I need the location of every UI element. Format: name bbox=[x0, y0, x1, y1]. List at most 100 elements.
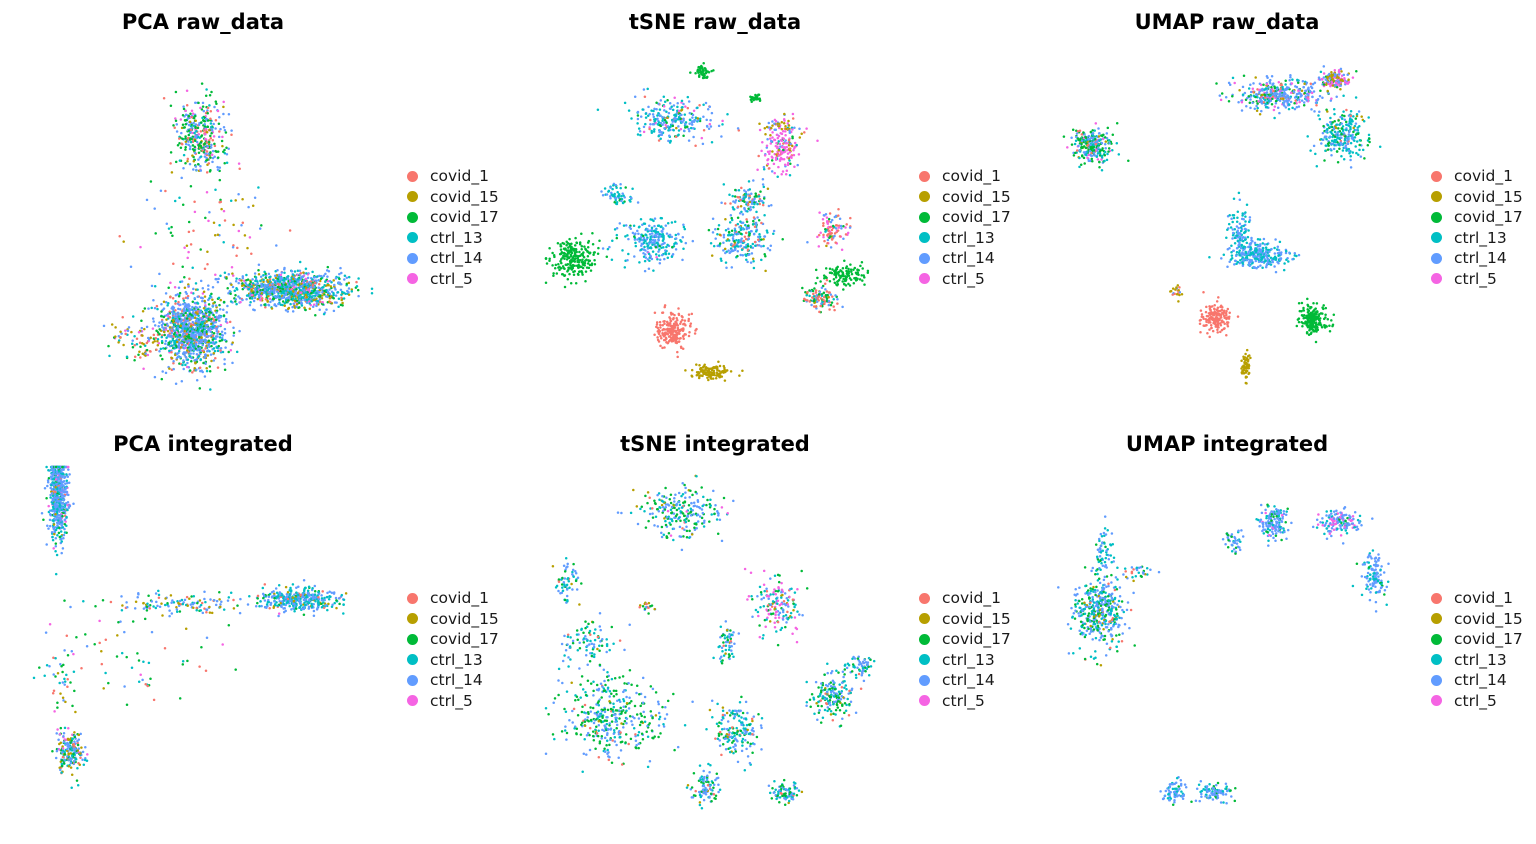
data-point bbox=[194, 282, 198, 285]
data-point bbox=[624, 235, 627, 238]
data-point bbox=[577, 254, 581, 258]
data-point bbox=[674, 330, 678, 334]
data-point bbox=[198, 346, 202, 350]
data-point bbox=[170, 331, 174, 335]
data-point bbox=[707, 368, 711, 371]
data-point bbox=[818, 211, 821, 214]
data-point bbox=[805, 293, 808, 297]
data-point bbox=[186, 256, 189, 260]
data-point bbox=[212, 302, 215, 305]
data-point bbox=[186, 296, 189, 300]
data-point bbox=[646, 114, 650, 118]
data-point bbox=[170, 351, 173, 354]
data-point bbox=[173, 199, 177, 203]
data-point bbox=[337, 297, 341, 300]
data-point bbox=[730, 266, 734, 269]
data-point bbox=[734, 199, 738, 202]
data-point bbox=[187, 140, 190, 143]
data-point bbox=[174, 319, 178, 323]
data-point bbox=[692, 135, 695, 139]
data-point bbox=[227, 272, 231, 276]
data-point bbox=[223, 358, 226, 361]
data-point bbox=[223, 148, 226, 152]
data-point bbox=[730, 229, 734, 232]
data-point bbox=[201, 370, 204, 374]
data-point bbox=[1084, 146, 1088, 150]
data-point bbox=[579, 265, 582, 269]
data-point bbox=[1080, 133, 1084, 136]
data-point bbox=[658, 261, 662, 265]
data-point bbox=[350, 288, 354, 291]
data-point bbox=[709, 376, 712, 380]
data-point bbox=[172, 367, 175, 371]
data-point bbox=[646, 244, 650, 247]
data-point bbox=[762, 197, 766, 200]
data-point bbox=[778, 159, 782, 162]
data-point bbox=[679, 320, 683, 324]
data-point bbox=[683, 319, 687, 322]
data-point bbox=[748, 232, 751, 236]
data-point bbox=[653, 311, 657, 314]
data-point bbox=[197, 151, 201, 155]
data-point bbox=[705, 118, 708, 122]
data-point bbox=[682, 223, 685, 226]
data-point bbox=[718, 369, 721, 373]
data-point bbox=[737, 240, 740, 244]
data-point bbox=[186, 349, 189, 352]
data-point bbox=[198, 321, 201, 324]
data-point bbox=[779, 156, 783, 160]
data-point bbox=[214, 100, 218, 103]
data-point bbox=[832, 278, 836, 281]
plot-title: UMAP raw_data bbox=[1134, 10, 1320, 34]
data-point bbox=[779, 132, 782, 135]
data-point bbox=[218, 166, 222, 169]
data-point bbox=[223, 327, 227, 331]
data-point bbox=[690, 312, 694, 316]
data-point bbox=[573, 253, 577, 256]
data-point bbox=[863, 283, 866, 286]
data-point bbox=[791, 136, 794, 140]
data-point bbox=[185, 365, 189, 369]
data-point bbox=[662, 338, 666, 342]
data-point bbox=[199, 248, 202, 251]
data-point bbox=[205, 156, 208, 160]
data-point bbox=[730, 216, 733, 220]
data-point bbox=[1111, 149, 1114, 152]
data-point bbox=[673, 313, 676, 317]
data-point bbox=[659, 334, 662, 338]
data-point bbox=[824, 228, 827, 231]
data-point bbox=[182, 107, 186, 111]
data-point bbox=[787, 119, 790, 123]
data-point bbox=[131, 339, 134, 342]
data-point bbox=[826, 234, 829, 237]
data-point bbox=[264, 276, 268, 279]
data-point bbox=[771, 136, 774, 139]
data-point bbox=[752, 260, 755, 263]
data-point bbox=[167, 302, 170, 305]
data-point bbox=[703, 74, 706, 77]
data-point bbox=[286, 275, 290, 278]
data-point bbox=[284, 309, 288, 312]
data-point bbox=[282, 281, 285, 285]
data-point bbox=[338, 272, 341, 276]
data-point bbox=[620, 195, 623, 198]
data-point bbox=[749, 244, 752, 248]
data-point bbox=[738, 374, 741, 377]
data-point bbox=[323, 289, 326, 293]
data-point bbox=[178, 159, 182, 162]
data-point bbox=[670, 105, 673, 108]
data-point bbox=[145, 198, 149, 202]
data-point bbox=[751, 242, 755, 246]
data-point bbox=[269, 293, 272, 297]
data-point bbox=[844, 233, 848, 236]
data-point bbox=[760, 258, 763, 262]
data-point bbox=[753, 240, 757, 244]
data-point bbox=[203, 375, 207, 378]
data-point bbox=[190, 356, 193, 360]
data-point bbox=[615, 202, 619, 206]
data-point bbox=[563, 248, 567, 251]
data-point bbox=[295, 299, 299, 302]
data-point bbox=[1087, 159, 1091, 163]
data-point bbox=[655, 256, 658, 259]
data-point bbox=[768, 150, 772, 153]
